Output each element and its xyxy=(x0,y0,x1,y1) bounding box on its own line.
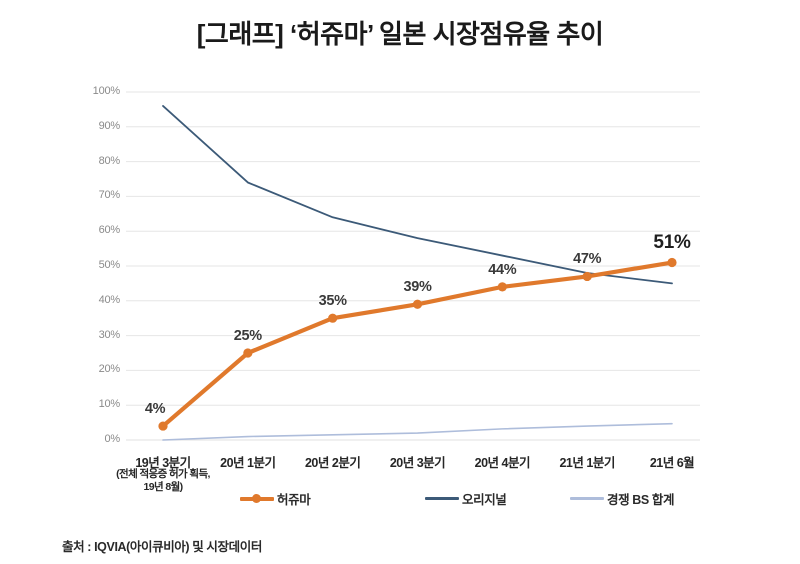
x-axis-tick-label: 20년 4분기 xyxy=(474,456,531,470)
x-axis-tick-label: 20년 1분기 xyxy=(220,456,276,470)
data-point-label: 44% xyxy=(488,261,517,278)
data-point-label: 51% xyxy=(653,231,691,253)
legend-item-허쥬마[interactable]: 허쥬마 xyxy=(240,487,311,509)
legend-swatch-icon xyxy=(425,491,459,505)
y-axis-tick-label: 90% xyxy=(98,119,121,132)
y-axis-tick-label: 20% xyxy=(98,363,121,376)
legend-item-label: 허쥬마 xyxy=(277,492,311,507)
data-point-marker xyxy=(328,313,338,323)
y-axis-tick-label: 40% xyxy=(98,293,121,306)
x-axis-tick-label: 20년 3분기 xyxy=(389,456,446,470)
x-axis-tick-label: 21년 6월 xyxy=(649,456,695,470)
legend-item-오리지널[interactable]: 오리지널 xyxy=(425,487,507,509)
y-axis-tick-label: 50% xyxy=(98,259,121,271)
gridlines-group xyxy=(126,91,700,441)
data-point-marker xyxy=(582,271,592,282)
series-group xyxy=(158,105,677,441)
x-axis-tick-label: 19년 3분기 xyxy=(135,456,191,470)
data-point-label: 25% xyxy=(233,328,262,344)
series-line-경쟁 BS 합계 xyxy=(162,422,673,441)
page-title: [그래프] ‘허쥬마’ 일본 시장점유율 추이 xyxy=(196,19,604,49)
y-axis-tick-label: 80% xyxy=(98,154,121,167)
x-axis-tick-label: 21년 1분기 xyxy=(559,456,615,470)
y-axis-tick-label: 100% xyxy=(92,85,121,97)
data-point-label: 35% xyxy=(318,293,347,310)
data-point-label: 47% xyxy=(573,251,602,268)
y-axis-tick-label: 10% xyxy=(98,398,121,411)
legend-item-label: 경쟁 BS 합계 xyxy=(607,492,675,507)
data-point-label: 39% xyxy=(403,279,432,296)
data-point-marker xyxy=(667,257,677,268)
data-point-marker xyxy=(412,299,423,309)
legend-swatch-icon xyxy=(240,491,274,505)
y-axis-tick-label: 0% xyxy=(104,433,121,445)
y-axis-tick-label: 30% xyxy=(98,328,121,341)
data-point-label: 4% xyxy=(144,401,166,418)
legend-item-경쟁 BS 합계[interactable]: 경쟁 BS 합계 xyxy=(570,487,675,509)
data-point-marker xyxy=(497,282,507,292)
legend-swatch-icon xyxy=(570,491,604,505)
data-point-marker xyxy=(158,421,168,431)
x-axis-tick-sub-annotation: (전체 적응증 허가 획득, 19년 8월) xyxy=(116,468,210,493)
x-axis-tick-label: 20년 2분기 xyxy=(304,456,361,470)
source-note: 출처 : IQVIA(아이큐비아) 및 시장데이터 xyxy=(62,540,262,554)
y-axis-tick-label: 70% xyxy=(98,189,121,202)
chart-legend: 허쥬마 오리지널 경쟁 BS 합계 xyxy=(240,487,675,511)
y-axis-tick-label: 60% xyxy=(98,224,121,237)
legend-item-label: 오리지널 xyxy=(462,492,507,507)
data-point-marker xyxy=(243,348,253,358)
